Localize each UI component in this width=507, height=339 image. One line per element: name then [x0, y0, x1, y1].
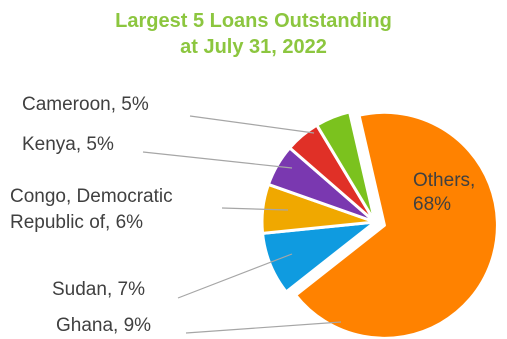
chart-title-line-1: Largest 5 Loans Outstanding: [115, 10, 392, 32]
data-label-ghana: Ghana, 9%: [56, 315, 151, 336]
data-label-line: Cameroon, 5%: [22, 94, 149, 115]
leader-line-ghana: [185, 321, 342, 334]
data-label-kenya: Kenya, 5%: [22, 134, 114, 155]
data-label-others: Others, 68%: [413, 170, 475, 215]
data-label-line: Sudan, 7%: [52, 279, 145, 300]
data-label-line: Congo, Democratic: [10, 186, 173, 207]
pie-slice-others: [294, 110, 499, 339]
data-label-line: 68%: [413, 194, 451, 215]
data-label-line: Ghana, 9%: [56, 315, 151, 336]
data-label-line: Others,: [413, 170, 475, 191]
pie-slice-cameroon: [315, 110, 377, 224]
data-label-sudan: Sudan, 7%: [52, 279, 145, 300]
data-label-cameroon: Cameroon, 5%: [22, 94, 149, 115]
leader-line-sudan: [177, 253, 293, 299]
chart-title: Largest 5 Loans Outstanding at July 31, …: [0, 8, 507, 60]
leader-line-kenya: [142, 151, 293, 169]
chart-title-line-2: at July 31, 2022: [180, 36, 327, 58]
data-label-line: Kenya, 5%: [22, 134, 114, 155]
leader-line-cameroon: [189, 115, 315, 134]
leader-line-congo-democratic-republic-of: [221, 207, 289, 211]
data-label-congo-democratic-republic-of: Congo, Democratic Republic of, 6%: [10, 186, 173, 233]
data-label-line: Republic of, 6%: [10, 212, 143, 233]
